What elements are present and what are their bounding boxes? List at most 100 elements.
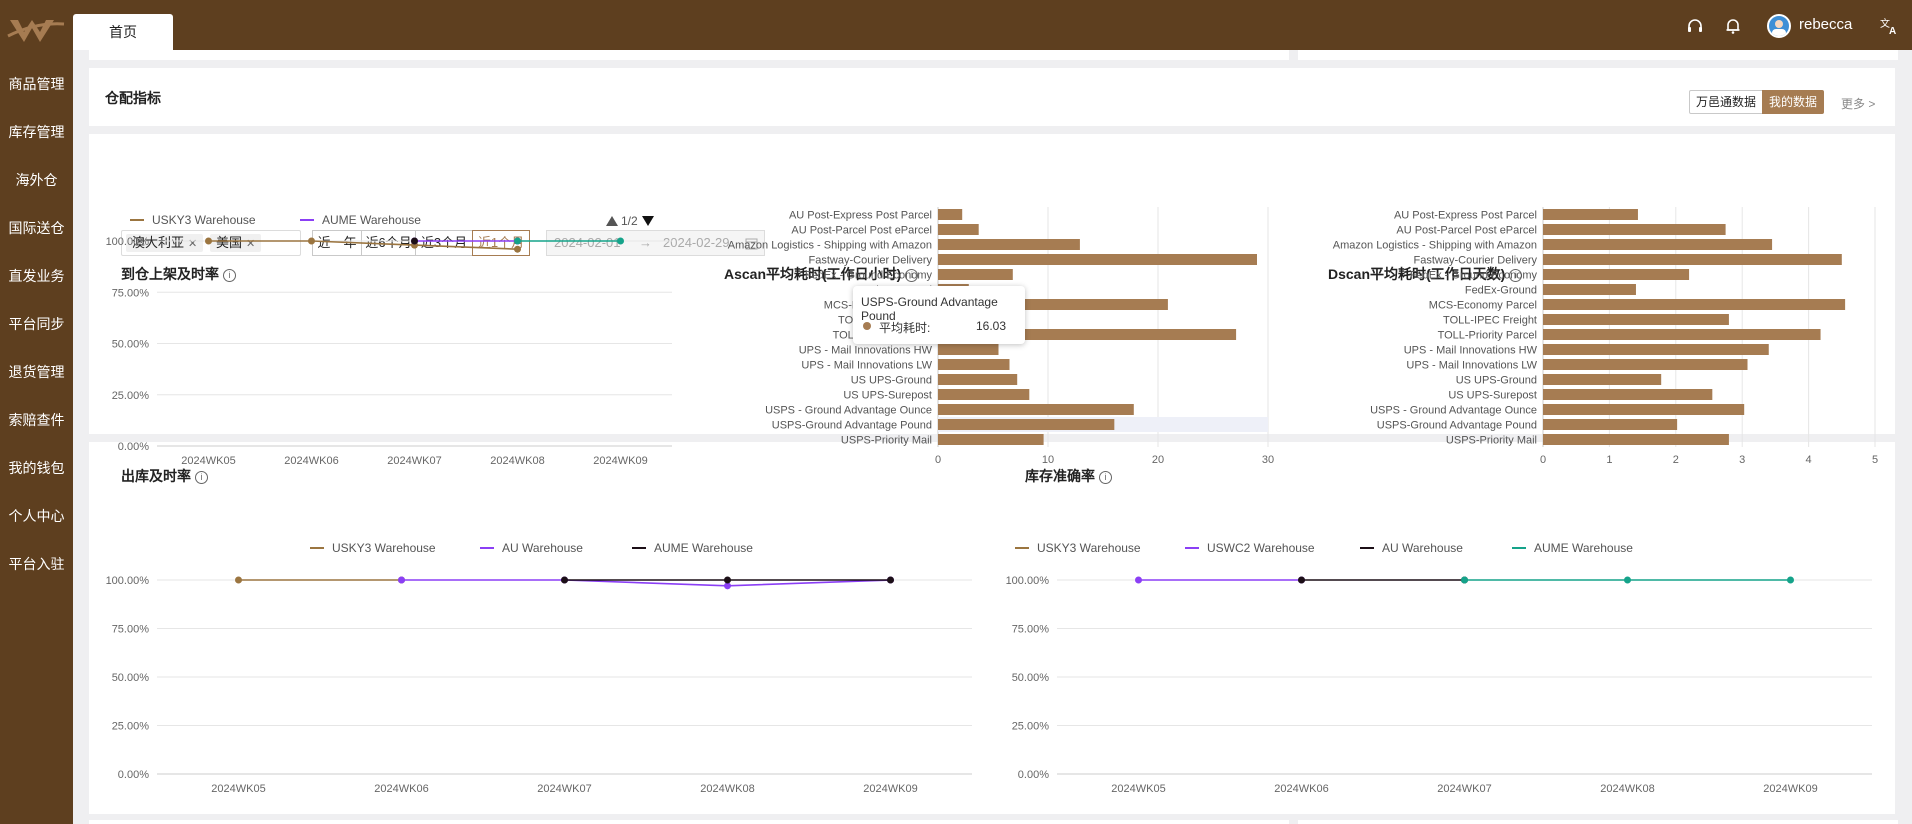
- bar[interactable]: [938, 209, 963, 220]
- sidebar-item-3[interactable]: 国际送仓: [8, 220, 65, 236]
- category-label: AU Post-Parcel Post eParcel: [1396, 225, 1537, 237]
- bar[interactable]: [938, 404, 1134, 415]
- bar[interactable]: [1543, 209, 1638, 220]
- legend-item[interactable]: USKY3 Warehouse: [152, 213, 256, 227]
- sidebar-item-7[interactable]: 索赔查件: [8, 412, 65, 428]
- legend-item[interactable]: AUME Warehouse: [1534, 541, 1633, 555]
- translate-icon[interactable]: 文 A: [1879, 16, 1899, 36]
- tab-home[interactable]: 首页: [73, 14, 173, 50]
- info-icon[interactable]: i: [195, 471, 208, 484]
- data-point[interactable]: [1135, 576, 1142, 584]
- data-point[interactable]: [235, 576, 242, 584]
- username[interactable]: rebecca: [1799, 16, 1853, 33]
- card-bottom-right-partial: [1298, 820, 1898, 824]
- sidebar-item-9[interactable]: 个人中心: [8, 508, 65, 524]
- x-tick-label: 30: [1262, 454, 1274, 466]
- bar[interactable]: [1543, 359, 1748, 370]
- bar[interactable]: [1543, 284, 1636, 295]
- data-point[interactable]: [724, 582, 731, 590]
- data-point[interactable]: [1624, 576, 1631, 584]
- info-icon[interactable]: i: [1099, 471, 1112, 484]
- more-link[interactable]: 更多 >: [1841, 95, 1875, 112]
- data-point[interactable]: [205, 237, 212, 245]
- data-point[interactable]: [398, 576, 405, 584]
- data-point[interactable]: [308, 237, 315, 245]
- bar[interactable]: [938, 224, 979, 235]
- avatar[interactable]: [1767, 14, 1791, 38]
- bar[interactable]: [1543, 239, 1773, 250]
- chart-dscan: 0 1 2 3 4 5 AU Post-Express Post Parcel AU Post…: [1333, 207, 1878, 466]
- chart-title-dscan: Dscan平均耗时(工作日天数) i: [1328, 264, 1523, 284]
- bar[interactable]: [1543, 344, 1769, 355]
- legend-item[interactable]: AUME Warehouse: [654, 541, 753, 555]
- category-label: USPS-Priority Mail: [1446, 435, 1537, 447]
- bar[interactable]: [1543, 404, 1745, 415]
- data-point[interactable]: [514, 237, 521, 245]
- bar[interactable]: [938, 299, 1168, 310]
- category-label: FedEx - Ground Economy: [805, 270, 933, 282]
- data-point[interactable]: [1461, 576, 1468, 584]
- sidebar-item-8[interactable]: 我的钱包: [8, 460, 65, 476]
- info-icon[interactable]: i: [905, 269, 919, 282]
- bar[interactable]: [938, 434, 1044, 445]
- bar[interactable]: [1543, 314, 1729, 325]
- bar[interactable]: [1543, 224, 1726, 235]
- sidebar-item-2[interactable]: 海外仓: [15, 172, 58, 188]
- sidebar-item-6[interactable]: 退货管理: [8, 364, 65, 380]
- bar[interactable]: [938, 329, 1237, 340]
- info-icon[interactable]: i: [1509, 269, 1523, 282]
- bar[interactable]: [938, 254, 1257, 265]
- sidebar-item-10[interactable]: 平台入驻: [8, 556, 65, 572]
- data-point[interactable]: [514, 245, 521, 253]
- source-option-mine[interactable]: 我的数据: [1762, 90, 1824, 114]
- bar[interactable]: [1543, 389, 1713, 400]
- legend-item[interactable]: AU Warehouse: [1382, 541, 1463, 555]
- bar[interactable]: [938, 359, 1010, 370]
- x-tick-label: 2024WK09: [593, 455, 647, 467]
- legend-item[interactable]: USKY3 Warehouse: [332, 541, 436, 555]
- bar[interactable]: [938, 269, 1013, 280]
- bar[interactable]: [1543, 269, 1690, 280]
- bar[interactable]: [938, 239, 1080, 250]
- data-point[interactable]: [411, 237, 418, 245]
- category-label: UPS - Mail Innovations HW: [799, 345, 933, 357]
- date-range-picker[interactable]: 2024-02-01 → 2024-02-29: [546, 230, 765, 256]
- sidebar-item-0[interactable]: 商品管理: [8, 76, 65, 92]
- bar[interactable]: [1543, 299, 1846, 310]
- legend-item[interactable]: AU Warehouse: [502, 541, 583, 555]
- sidebar-item-1[interactable]: 库存管理: [8, 124, 65, 140]
- svg-text:文: 文: [1880, 17, 1890, 30]
- category-label: US UPS-Surepost: [1448, 390, 1537, 402]
- bar[interactable]: [1543, 374, 1662, 385]
- bar[interactable]: [938, 374, 1018, 385]
- data-point[interactable]: [724, 576, 731, 584]
- data-point[interactable]: [887, 576, 894, 584]
- bar[interactable]: [938, 389, 1030, 400]
- close-icon[interactable]: ✕: [246, 238, 256, 250]
- data-point[interactable]: [561, 576, 568, 584]
- bar[interactable]: [938, 419, 1115, 430]
- source-option-wanyitong[interactable]: 万邑通数据: [1689, 90, 1763, 114]
- data-point[interactable]: [1787, 576, 1794, 584]
- sidebar-item-5[interactable]: 平台同步: [8, 316, 65, 332]
- bell-icon[interactable]: [1723, 16, 1743, 36]
- bar[interactable]: [1543, 434, 1729, 445]
- chart-title-text: 到仓上架及时率: [121, 266, 219, 282]
- legend-item[interactable]: USKY3 Warehouse: [1037, 541, 1141, 555]
- info-icon[interactable]: i: [223, 269, 236, 282]
- legend-item[interactable]: USWC2 Warehouse: [1207, 541, 1315, 555]
- top-bar: 首页 rebecca 文 A: [73, 0, 1912, 50]
- close-icon[interactable]: ✕: [188, 238, 198, 250]
- pager-up-icon[interactable]: [606, 216, 618, 226]
- bar[interactable]: [1543, 419, 1678, 430]
- bar[interactable]: [938, 344, 999, 355]
- chart-title-text: 库存准确率: [1025, 468, 1095, 484]
- bar[interactable]: [1543, 254, 1842, 265]
- bar[interactable]: [1543, 329, 1821, 340]
- data-point[interactable]: [617, 237, 624, 245]
- legend-item[interactable]: AUME Warehouse: [322, 213, 421, 227]
- pager-down-icon[interactable]: [642, 216, 654, 226]
- data-point[interactable]: [1298, 576, 1305, 584]
- sidebar-item-4[interactable]: 直发业务: [8, 268, 65, 284]
- headset-icon[interactable]: [1685, 16, 1705, 36]
